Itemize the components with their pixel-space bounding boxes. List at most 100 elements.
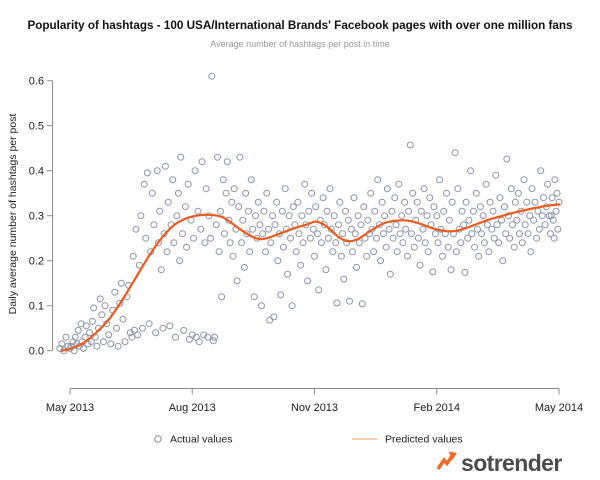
data-point	[219, 176, 227, 184]
data-point	[492, 171, 500, 179]
data-point	[342, 207, 349, 215]
data-point	[315, 286, 323, 294]
data-point	[371, 207, 379, 215]
data-point	[101, 302, 109, 310]
data-point	[156, 207, 164, 215]
data-point	[308, 189, 316, 197]
data-point	[236, 153, 244, 161]
data-point	[506, 234, 514, 242]
data-point	[419, 225, 427, 233]
data-point	[326, 185, 334, 193]
data-point	[488, 225, 496, 233]
data-point	[121, 338, 129, 346]
data-point	[287, 234, 294, 242]
data-point	[436, 176, 444, 184]
data-point	[416, 261, 424, 269]
trend-line	[60, 203, 561, 352]
data-point	[544, 180, 552, 188]
data-point	[242, 189, 250, 197]
data-point	[374, 176, 382, 184]
data-point	[134, 331, 142, 339]
data-point	[401, 198, 409, 206]
data-point	[170, 239, 178, 247]
data-point	[154, 239, 162, 247]
data-point	[116, 299, 124, 307]
data-point	[526, 212, 534, 220]
data-point	[483, 221, 491, 229]
data-point	[301, 180, 309, 188]
data-point	[265, 225, 272, 233]
data-point	[377, 257, 384, 265]
data-point	[333, 299, 341, 307]
data-point	[260, 207, 268, 215]
data-point	[281, 185, 289, 193]
data-point	[323, 207, 331, 215]
data-point	[98, 311, 106, 319]
data-point	[289, 203, 297, 211]
y-tick-label: 0.4	[29, 166, 44, 178]
data-point	[496, 194, 504, 202]
data-point	[58, 340, 66, 348]
data-point	[216, 207, 224, 215]
data-point	[396, 230, 404, 238]
data-point	[266, 316, 274, 324]
data-point	[107, 340, 115, 348]
data-point	[474, 225, 481, 233]
data-point	[339, 230, 347, 238]
x-axis: May 2013 Aug 2013 Nov 2013 Feb 2014 May 2014	[46, 388, 583, 414]
data-point	[414, 234, 422, 242]
data-point	[364, 216, 372, 224]
data-point	[259, 230, 267, 238]
data-point	[367, 189, 375, 197]
legend: Actual values Predicted values	[154, 434, 463, 446]
data-point	[200, 331, 208, 339]
data-point	[528, 185, 536, 193]
data-point	[540, 194, 547, 202]
data-point	[464, 234, 472, 242]
data-point	[285, 212, 293, 220]
data-point	[245, 207, 252, 215]
data-point	[547, 212, 555, 220]
data-point	[420, 185, 428, 193]
data-point	[161, 162, 169, 170]
data-point	[378, 198, 386, 206]
legend-predicted-label: Predicted values	[385, 434, 463, 446]
data-point	[524, 230, 532, 238]
sotrender-logo-text: sotrender	[461, 450, 562, 476]
data-point	[552, 207, 560, 215]
data-point	[176, 257, 184, 265]
data-point	[222, 189, 230, 197]
data-point	[212, 221, 220, 229]
x-tick-label: May 2014	[535, 402, 583, 414]
actual-values-marker-icon	[154, 435, 162, 443]
data-point	[417, 207, 425, 215]
data-point	[445, 216, 453, 224]
data-point	[198, 158, 206, 166]
data-point	[468, 230, 476, 238]
data-point	[550, 234, 558, 242]
data-point	[389, 234, 397, 242]
data-point	[554, 225, 562, 233]
data-point	[476, 203, 484, 211]
data-point	[329, 248, 337, 256]
data-point	[354, 212, 362, 220]
data-point	[503, 155, 511, 163]
data-point	[395, 180, 403, 188]
data-point	[273, 198, 281, 206]
data-point	[148, 189, 156, 197]
y-tick-label: 0.5	[29, 121, 44, 133]
data-point	[355, 239, 363, 247]
data-point	[451, 149, 459, 157]
data-point	[93, 342, 101, 350]
data-point	[132, 225, 140, 233]
data-point	[209, 337, 217, 345]
data-point	[447, 266, 455, 274]
data-point	[105, 331, 113, 339]
data-point	[164, 198, 172, 206]
data-point	[479, 212, 487, 220]
data-point	[485, 248, 493, 256]
data-point	[304, 277, 312, 285]
data-point	[218, 293, 226, 301]
data-point	[381, 212, 389, 220]
data-point	[188, 331, 196, 339]
